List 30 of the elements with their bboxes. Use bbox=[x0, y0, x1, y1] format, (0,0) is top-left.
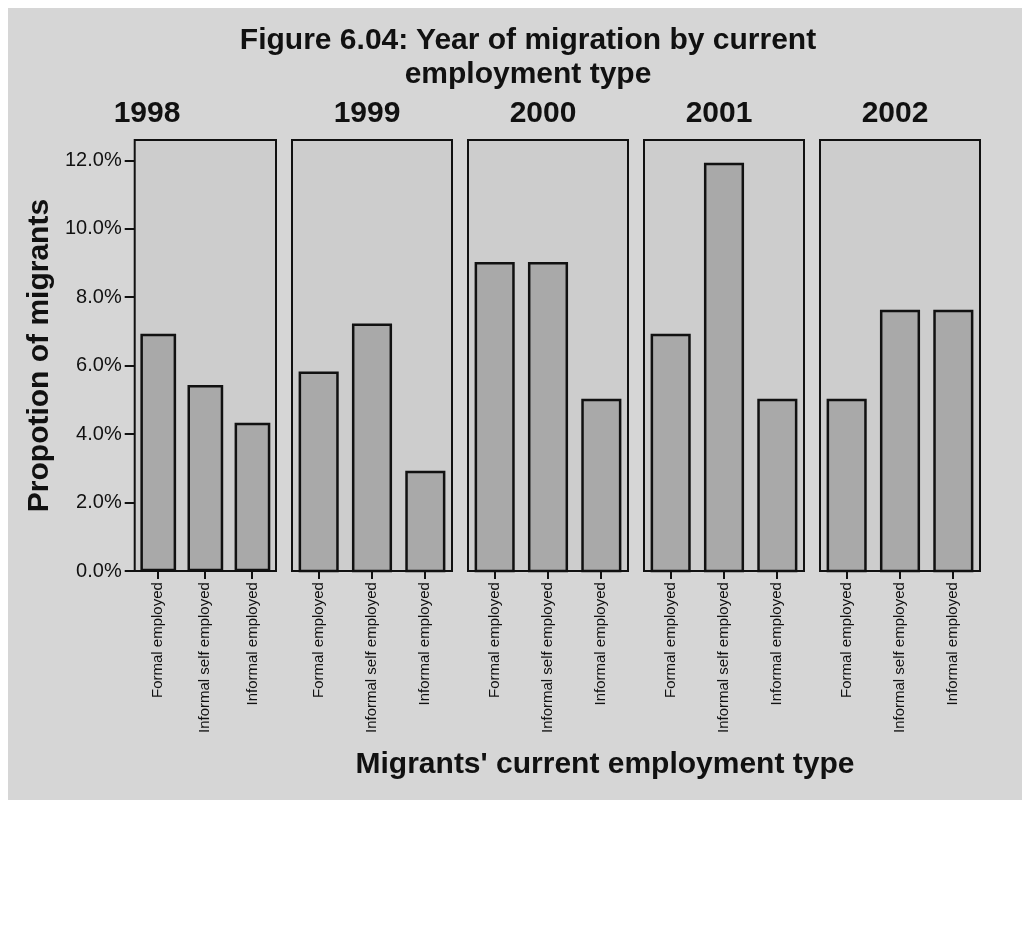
y-tick-label: 10.0% bbox=[64, 216, 122, 239]
x-tick-label: Informal employed bbox=[767, 582, 785, 706]
x-tick-label: Informal employed bbox=[415, 582, 433, 706]
x-tick-label: Formal employed bbox=[660, 582, 678, 698]
x-tick-label: Formal employed bbox=[484, 582, 502, 698]
x-tick-label: Informal self employed bbox=[714, 582, 732, 734]
y-tick-label: 12.0% bbox=[64, 148, 122, 171]
text: Figure 6.04: Year of migration by current employment type bbox=[238, 21, 818, 91]
y-tick-label: 8.0% bbox=[76, 284, 122, 307]
x-tick-label: Informal employed bbox=[242, 582, 260, 706]
x-tick-label: Informal self employed bbox=[538, 582, 556, 734]
x-tick-label: Informal employed bbox=[591, 582, 609, 706]
chart-subtitle: 2000 bbox=[509, 95, 577, 129]
chart-subtitle: 2002 bbox=[861, 95, 929, 129]
y-axis-title: Propotion of migrants bbox=[21, 198, 55, 513]
chart-subtitle: 1999 bbox=[333, 95, 401, 129]
x-axis-title: Migrants' current employment type bbox=[354, 746, 856, 780]
chart-subtitle: 2001 bbox=[685, 95, 753, 129]
x-tick-label: Formal employed bbox=[836, 582, 854, 698]
x-tick-label: Formal employed bbox=[148, 582, 166, 698]
x-tick-label: Informal self employed bbox=[362, 582, 380, 734]
y-tick-label: 2.0% bbox=[76, 490, 122, 513]
x-tick-label: Informal employed bbox=[943, 582, 961, 706]
y-tick-label: 6.0% bbox=[76, 353, 122, 376]
y-tick-label: 0.0% bbox=[76, 558, 122, 581]
chart-subtitle: 1998 bbox=[113, 95, 181, 129]
y-tick-label: 4.0% bbox=[76, 421, 122, 444]
x-tick-label: Informal self employed bbox=[195, 582, 213, 734]
x-tick-label: Informal self employed bbox=[890, 582, 908, 734]
x-tick-label: Formal employed bbox=[308, 582, 326, 698]
